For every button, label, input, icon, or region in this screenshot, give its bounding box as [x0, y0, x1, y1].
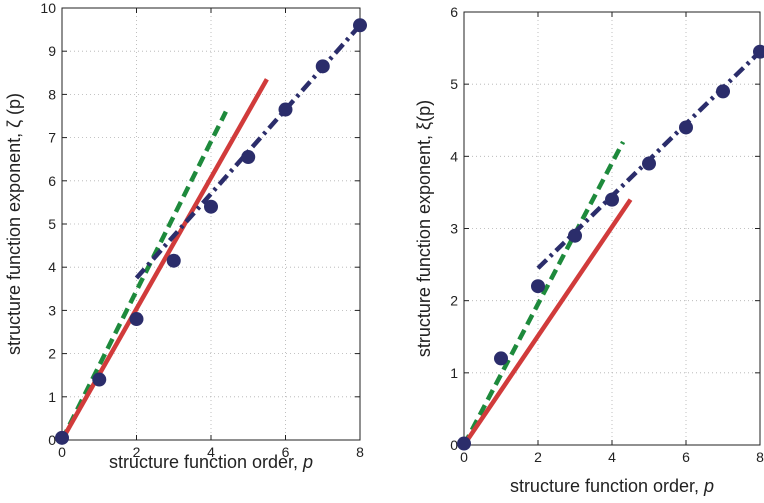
y-tick-label: 2 [450, 293, 458, 309]
y-tick-label: 10 [40, 0, 56, 16]
y-tick-label: 4 [450, 148, 458, 164]
y-tick-label: 9 [48, 43, 56, 59]
data-point [278, 102, 293, 117]
data-point [605, 192, 619, 207]
data-point [204, 199, 218, 214]
data-point [568, 228, 582, 243]
data-point [129, 312, 144, 327]
y-tick-label: 2 [48, 346, 56, 362]
x-tick-label: 2 [534, 449, 542, 465]
y-tick-label: 6 [48, 173, 56, 189]
y-tick-label: 1 [48, 389, 56, 405]
y-tick-label: 3 [48, 302, 56, 318]
series-line-solid [462, 198, 633, 447]
x-tick-label: 4 [608, 449, 616, 465]
y-tick-label: 4 [48, 259, 56, 275]
y-tick-label: 8 [48, 86, 56, 102]
series-line-dashed [462, 140, 626, 447]
data-point [353, 18, 367, 33]
y-tick-label: 3 [450, 221, 458, 237]
panel-2: 0 2 4 6 8 0 1 2 3 4 5 6 structure function order, p s… [414, 4, 764, 496]
y-tick-label: 1 [450, 365, 458, 381]
y-axis-label: structure function exponent, ζ (p) [4, 93, 24, 355]
data-point [716, 84, 730, 99]
x-tick-label: 6 [682, 449, 690, 465]
x-tick-label: 0 [58, 444, 66, 460]
y-tick-label: 7 [48, 130, 56, 146]
y-tick-label: 0 [48, 432, 56, 448]
x-tick-label: 6 [282, 444, 290, 460]
data-point [457, 436, 471, 451]
data-point [241, 150, 256, 165]
y-tick-label: 5 [450, 76, 458, 92]
x-tick-label: 0 [460, 449, 468, 465]
data-point [166, 253, 181, 268]
data-point [55, 430, 69, 445]
x-axis-label: structure function order, p [109, 452, 313, 472]
x-tick-label: 8 [756, 449, 764, 465]
x-tick-label: 4 [207, 444, 215, 460]
y-tick-label: 0 [450, 437, 458, 453]
data-point [494, 351, 508, 366]
data-point [642, 156, 656, 171]
panel-1: 0 2 4 6 8 0 1 2 3 4 5 6 7 8 9 10 structure function orde… [4, 0, 367, 472]
series-line-solid [60, 78, 269, 442]
data-point [315, 59, 330, 74]
data-point [92, 372, 107, 387]
y-axis-label: structure function exponent, ξ(p) [414, 100, 434, 357]
series-line-dashed [59, 110, 228, 442]
data-point [679, 120, 693, 135]
x-tick-label: 8 [356, 444, 364, 460]
data-point [753, 44, 764, 59]
x-axis-label: structure function order, p [510, 476, 714, 496]
x-tick-label: 2 [133, 444, 141, 460]
y-tick-label: 6 [450, 4, 458, 20]
y-tick-label: 5 [48, 216, 56, 232]
data-point [531, 279, 545, 294]
